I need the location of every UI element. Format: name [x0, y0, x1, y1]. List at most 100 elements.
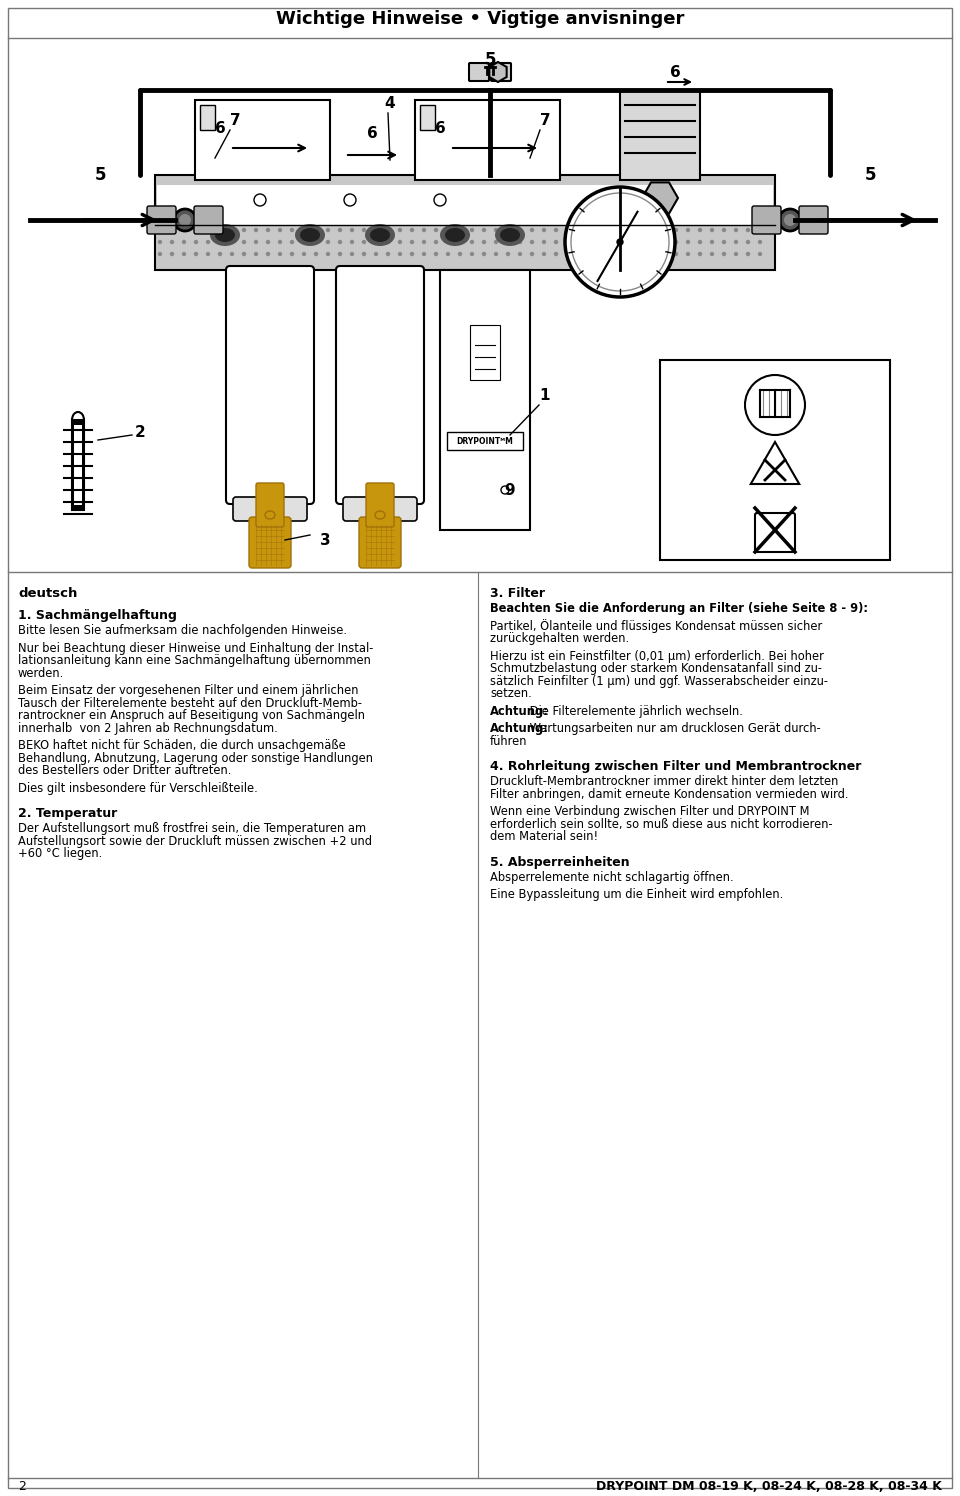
Circle shape — [230, 241, 233, 244]
Circle shape — [614, 229, 617, 232]
Circle shape — [182, 253, 185, 256]
Text: DRYPOINT DM 08-19 K, 08-24 K, 08-28 K, 08-34 K: DRYPOINT DM 08-19 K, 08-24 K, 08-28 K, 0… — [596, 1481, 942, 1493]
Circle shape — [339, 241, 342, 244]
Circle shape — [531, 241, 534, 244]
FancyBboxPatch shape — [755, 513, 795, 552]
Ellipse shape — [265, 512, 275, 519]
Circle shape — [230, 253, 233, 256]
Circle shape — [219, 229, 222, 232]
FancyBboxPatch shape — [491, 63, 511, 81]
Bar — [155, 175, 775, 269]
Circle shape — [603, 229, 606, 232]
Circle shape — [758, 253, 761, 256]
Text: Achtung:: Achtung: — [490, 705, 549, 718]
Bar — [200, 105, 215, 130]
Text: 5: 5 — [94, 166, 106, 184]
Circle shape — [206, 241, 209, 244]
Text: 2: 2 — [18, 1481, 26, 1493]
Text: erforderlich sein sollte, so muß diese aus nicht korrodieren-: erforderlich sein sollte, so muß diese a… — [490, 817, 832, 830]
Text: Beachten Sie die Anforderung an Filter (siehe Seite 8 - 9):: Beachten Sie die Anforderung an Filter (… — [490, 601, 868, 615]
Ellipse shape — [210, 224, 240, 245]
Text: 9: 9 — [505, 483, 516, 498]
Text: Eine Bypassleitung um die Einheit wird empfohlen.: Eine Bypassleitung um die Einheit wird e… — [490, 889, 783, 901]
Bar — [660, 361, 890, 560]
Bar — [415, 100, 560, 180]
Text: 6: 6 — [435, 121, 445, 136]
Circle shape — [555, 253, 558, 256]
Circle shape — [219, 253, 222, 256]
Text: 7: 7 — [229, 112, 240, 127]
Circle shape — [555, 229, 558, 232]
Ellipse shape — [174, 209, 196, 230]
Circle shape — [675, 229, 678, 232]
Circle shape — [219, 241, 222, 244]
Circle shape — [254, 241, 257, 244]
Ellipse shape — [179, 214, 191, 226]
Text: 5. Absperreinheiten: 5. Absperreinheiten — [490, 856, 630, 869]
Text: BEKO haftet nicht für Schäden, die durch unsachgemäße: BEKO haftet nicht für Schäden, die durch… — [18, 739, 346, 752]
Text: Dies gilt insbesondere für Verschleißteile.: Dies gilt insbesondere für Verschleißtei… — [18, 781, 257, 794]
Circle shape — [566, 253, 569, 256]
Circle shape — [254, 194, 266, 206]
Circle shape — [278, 241, 281, 244]
FancyBboxPatch shape — [366, 483, 394, 527]
Circle shape — [374, 253, 377, 256]
Circle shape — [470, 229, 473, 232]
Circle shape — [459, 229, 462, 232]
Circle shape — [302, 229, 305, 232]
Text: Wichtige Hinweise • Vigtige anvisninger: Wichtige Hinweise • Vigtige anvisninger — [276, 10, 684, 28]
Circle shape — [363, 229, 366, 232]
Circle shape — [507, 241, 510, 244]
Circle shape — [350, 241, 353, 244]
Circle shape — [507, 229, 510, 232]
Circle shape — [651, 241, 654, 244]
Circle shape — [579, 253, 582, 256]
Circle shape — [627, 229, 630, 232]
Bar — [420, 105, 435, 130]
Circle shape — [422, 229, 425, 232]
Circle shape — [243, 229, 246, 232]
Text: 6: 6 — [670, 64, 681, 79]
FancyBboxPatch shape — [620, 90, 700, 180]
Circle shape — [171, 229, 174, 232]
Circle shape — [638, 229, 641, 232]
Circle shape — [651, 253, 654, 256]
Text: 6: 6 — [215, 121, 226, 136]
Circle shape — [171, 253, 174, 256]
Text: Druckluft-Membrantrockner immer direkt hinter dem letzten: Druckluft-Membrantrockner immer direkt h… — [490, 775, 838, 788]
Ellipse shape — [500, 227, 520, 242]
Ellipse shape — [445, 227, 465, 242]
FancyBboxPatch shape — [147, 206, 176, 233]
Circle shape — [603, 241, 606, 244]
Circle shape — [723, 253, 726, 256]
Circle shape — [243, 241, 246, 244]
Circle shape — [627, 241, 630, 244]
Text: 2: 2 — [134, 425, 145, 440]
Circle shape — [723, 241, 726, 244]
Circle shape — [734, 229, 737, 232]
Circle shape — [747, 241, 750, 244]
Circle shape — [638, 253, 641, 256]
Circle shape — [326, 253, 329, 256]
Text: führen: führen — [490, 735, 527, 748]
Circle shape — [566, 229, 569, 232]
Bar — [447, 432, 523, 450]
Bar — [157, 186, 773, 224]
FancyBboxPatch shape — [256, 483, 284, 527]
Text: Bitte lesen Sie aufmerksam die nachfolgenden Hinweise.: Bitte lesen Sie aufmerksam die nachfolge… — [18, 624, 347, 637]
Circle shape — [565, 187, 675, 298]
Circle shape — [230, 229, 233, 232]
Circle shape — [411, 241, 414, 244]
Circle shape — [435, 229, 438, 232]
Circle shape — [745, 375, 805, 435]
Text: Beim Einsatz der vorgesehenen Filter und einem jährlichen: Beim Einsatz der vorgesehenen Filter und… — [18, 684, 358, 697]
Circle shape — [723, 229, 726, 232]
Circle shape — [518, 229, 521, 232]
Circle shape — [291, 253, 294, 256]
Text: lationsanleitung kann eine Sachmängelhaftung übernommen: lationsanleitung kann eine Sachmängelhaf… — [18, 654, 371, 667]
Text: des Bestellers oder Dritter auftreten.: des Bestellers oder Dritter auftreten. — [18, 764, 231, 776]
Circle shape — [542, 241, 545, 244]
Circle shape — [315, 229, 318, 232]
Circle shape — [531, 253, 534, 256]
Circle shape — [651, 229, 654, 232]
